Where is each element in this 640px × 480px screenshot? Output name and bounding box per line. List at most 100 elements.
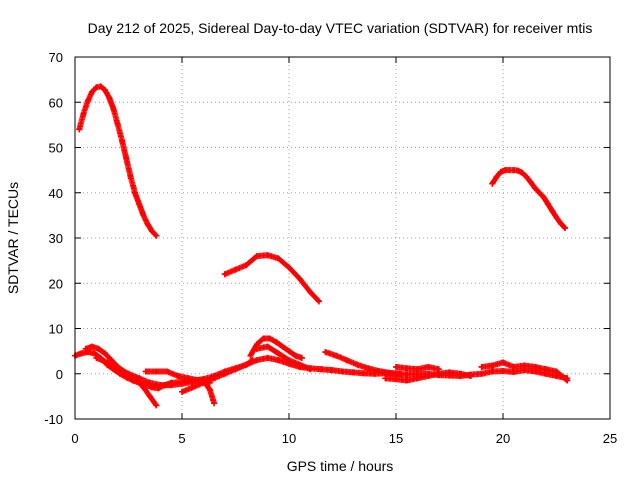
data-point	[211, 375, 218, 382]
data-point	[82, 345, 89, 352]
data-point	[142, 368, 149, 375]
series-arc-14	[478, 359, 571, 384]
data-point	[157, 382, 164, 389]
y-tick-label: 20	[49, 276, 63, 291]
data-point	[221, 271, 228, 278]
data-point	[386, 369, 393, 376]
data-point	[307, 366, 314, 373]
data-point	[519, 169, 526, 176]
data-point	[527, 179, 534, 186]
data-point	[97, 83, 104, 90]
data-point	[275, 255, 282, 262]
y-axis-label: SDTVAR / TECUs	[5, 182, 21, 294]
data-point	[131, 189, 138, 196]
data-point	[562, 225, 569, 232]
data-point	[497, 168, 504, 175]
data-point	[298, 354, 305, 361]
data-point	[266, 335, 273, 342]
data-point	[275, 350, 282, 357]
data-point	[189, 384, 196, 391]
series-markers	[76, 83, 160, 239]
data-point	[322, 349, 329, 356]
data-point	[365, 365, 372, 372]
data-point	[273, 339, 280, 346]
data-point	[467, 373, 474, 380]
data-point	[243, 361, 250, 368]
data-point	[136, 375, 143, 382]
data-point	[514, 167, 521, 174]
data-point	[153, 402, 160, 409]
data-point	[549, 207, 556, 214]
series-markers	[179, 357, 256, 395]
data-point	[446, 369, 453, 376]
data-point	[253, 345, 260, 352]
data-point	[174, 373, 181, 380]
data-point	[500, 368, 506, 375]
data-point	[397, 370, 404, 377]
data-point	[286, 348, 292, 355]
y-tick-label: 40	[49, 186, 63, 201]
data-points	[72, 83, 571, 409]
grid	[75, 57, 610, 419]
data-point	[315, 298, 322, 305]
data-point	[510, 363, 517, 370]
data-point	[106, 94, 113, 101]
x-tick-label: 15	[389, 431, 403, 446]
y-tick-label: 50	[49, 141, 63, 156]
series-arc-7	[142, 368, 213, 386]
data-point	[553, 368, 560, 375]
data-point	[249, 357, 256, 364]
data-point	[296, 361, 303, 368]
data-point	[125, 370, 132, 377]
data-point	[393, 363, 399, 370]
x-tick-label: 25	[603, 431, 617, 446]
data-point	[425, 373, 432, 380]
data-point	[114, 366, 121, 373]
data-point	[307, 289, 314, 296]
data-point	[360, 370, 367, 377]
data-point	[104, 359, 111, 366]
data-point	[91, 350, 98, 357]
data-point	[221, 370, 228, 377]
data-point	[84, 97, 91, 104]
x-tick-label: 5	[178, 431, 185, 446]
series-markers	[221, 252, 322, 305]
data-point	[93, 354, 100, 361]
data-point	[80, 110, 87, 117]
data-point	[403, 371, 410, 378]
data-point	[149, 228, 156, 235]
series-arc-3	[489, 167, 569, 232]
data-point	[185, 375, 192, 382]
y-tick-label: -10	[44, 412, 63, 427]
chart-title: Day 212 of 2025, Sidereal Day-to-day VTE…	[88, 20, 593, 36]
x-tick-label: 0	[71, 431, 78, 446]
data-point	[393, 376, 399, 383]
data-point	[435, 366, 442, 373]
data-point	[296, 275, 303, 282]
data-point	[564, 377, 571, 384]
data-point	[108, 357, 115, 364]
data-point	[110, 106, 117, 113]
data-point	[264, 343, 271, 350]
data-point	[232, 366, 239, 373]
data-point	[478, 370, 485, 377]
data-point	[532, 185, 539, 192]
data-point	[328, 367, 335, 374]
data-point	[521, 362, 528, 369]
series-arc-9	[247, 335, 305, 361]
data-point	[375, 368, 382, 375]
data-point	[457, 370, 464, 377]
series-arc-11	[322, 349, 404, 377]
data-point	[101, 350, 108, 357]
data-point	[286, 357, 292, 364]
data-point	[153, 368, 160, 375]
data-point	[136, 201, 143, 208]
data-point	[264, 354, 271, 361]
data-point	[140, 384, 147, 391]
data-point	[179, 380, 185, 387]
data-point	[544, 201, 551, 208]
data-point	[425, 363, 432, 370]
data-point	[275, 357, 282, 364]
data-point	[101, 87, 108, 94]
